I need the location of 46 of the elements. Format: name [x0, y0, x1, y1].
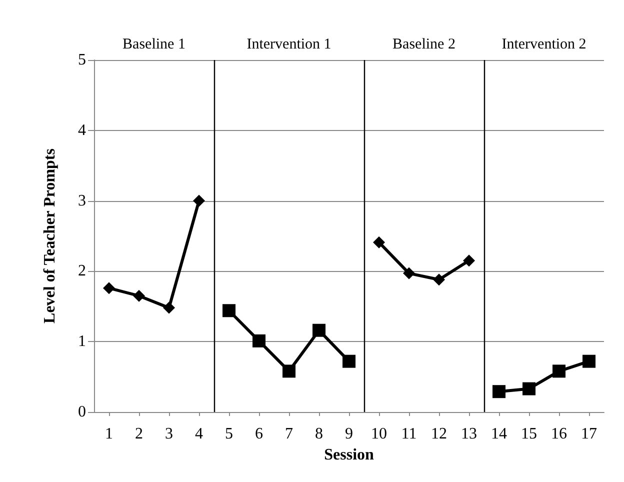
x-tick-label: 7	[285, 426, 293, 442]
x-tick-label: 14	[491, 426, 507, 442]
point	[403, 267, 415, 280]
point	[282, 364, 296, 378]
text: Intervention 2	[502, 36, 586, 52]
text: Baseline 2	[392, 36, 456, 52]
point	[433, 274, 445, 286]
point	[522, 382, 536, 396]
x-tick-label: 15	[521, 426, 537, 442]
y-tick-label: 4	[78, 122, 86, 139]
point	[252, 334, 266, 348]
point	[312, 324, 326, 337]
x-axis-title: Session	[324, 446, 374, 464]
x-tick-label: 16	[551, 426, 567, 442]
x-tick-label: 4	[195, 426, 203, 442]
x-tick-label: 13	[461, 426, 477, 442]
y-axis-title: Level of Teacher Prompts	[42, 148, 58, 324]
point	[133, 290, 145, 302]
x-tick-label: 2	[135, 426, 143, 442]
point	[492, 385, 506, 398]
y-tick-label: 1	[78, 333, 86, 350]
y-tick-label: 5	[78, 52, 86, 68]
y-tick-label: 0	[78, 404, 86, 420]
point	[373, 236, 385, 248]
text: Intervention 1	[246, 36, 332, 52]
x-tick-label: 9	[345, 426, 353, 442]
x-tick-label: 3	[165, 426, 173, 442]
x-tick-label: 17	[581, 426, 597, 442]
y-tick-label: 3	[78, 192, 86, 210]
x-tick-label: 6	[255, 426, 263, 442]
point	[342, 354, 356, 368]
point	[582, 354, 596, 368]
point	[193, 194, 205, 207]
x-tick-label: 10	[371, 426, 387, 442]
text: Baseline 1	[122, 36, 186, 52]
point	[463, 254, 475, 267]
point	[552, 364, 566, 378]
x-tick-label: 11	[401, 426, 417, 442]
point	[103, 282, 115, 294]
x-tick-label: 1	[105, 426, 113, 442]
x-tick-label: 8	[315, 426, 323, 442]
y-tick-label: 2	[78, 262, 86, 280]
x-tick-label: 12	[431, 426, 447, 442]
point	[222, 304, 236, 318]
point	[163, 302, 175, 314]
x-tick-label: 5	[225, 426, 233, 442]
